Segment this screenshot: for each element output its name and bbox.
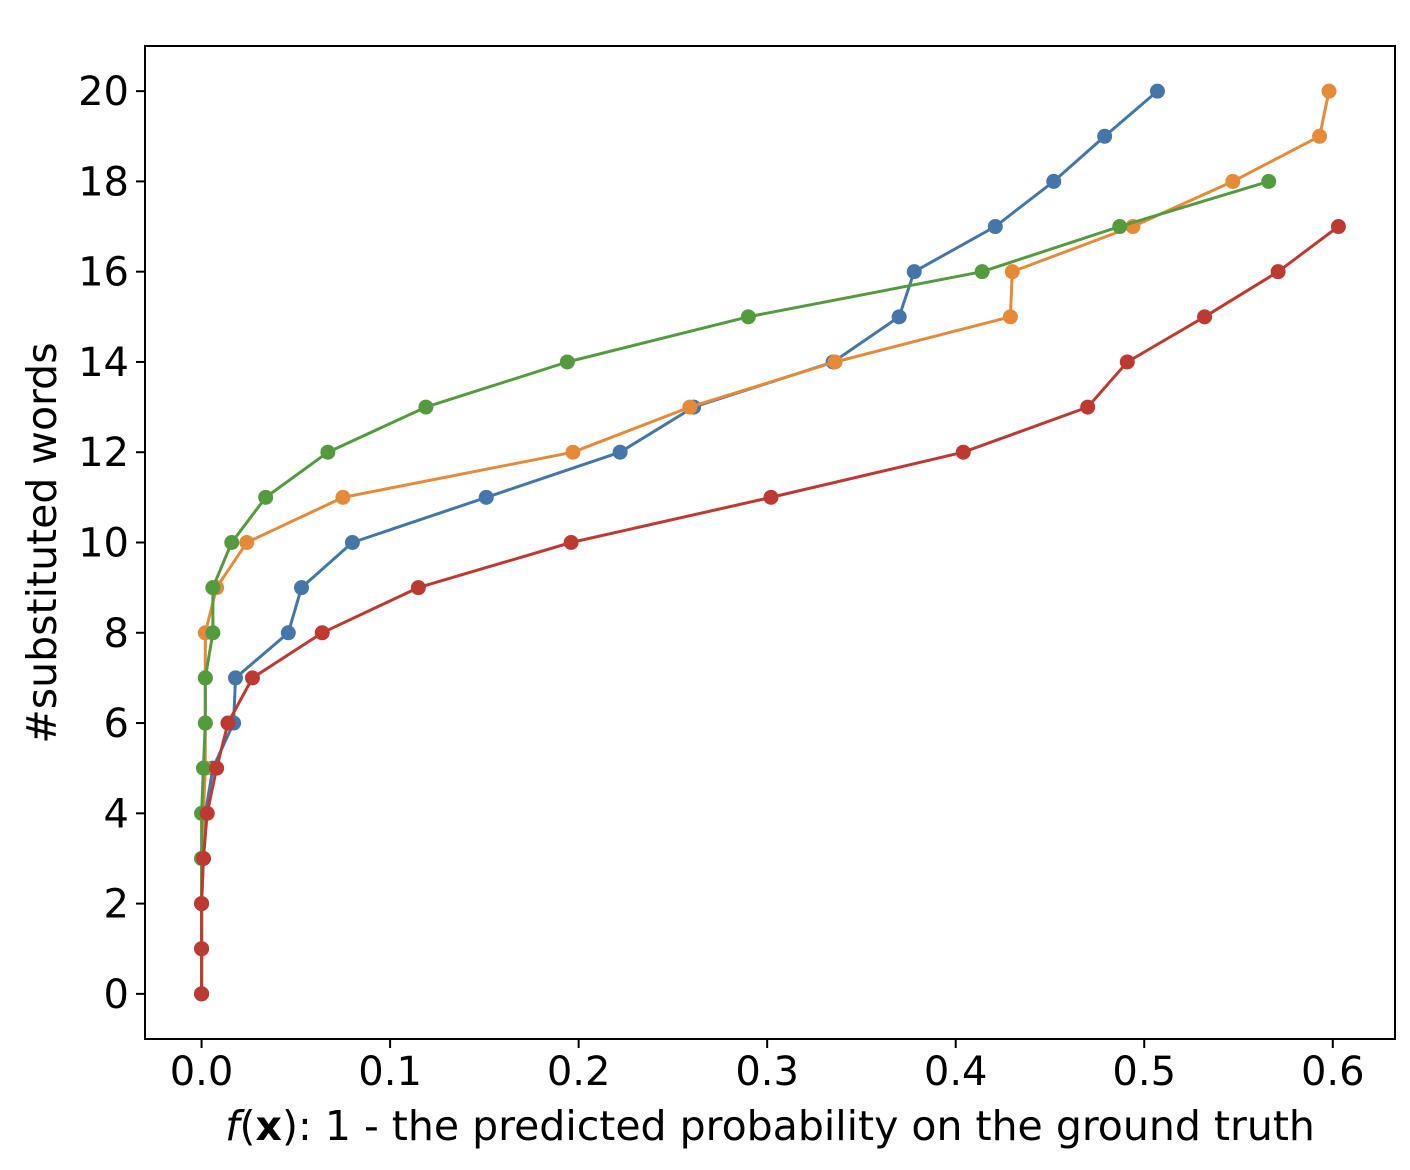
data-point <box>1321 83 1337 99</box>
series-line <box>200 90 1331 994</box>
data-point <box>227 670 243 686</box>
data-point <box>335 489 351 505</box>
y-axis: 0 2 4 6 8 10 12 14 16 18 20 <box>78 69 145 1018</box>
x-tick-label: 0.1 <box>358 1049 422 1095</box>
y-tick-label: 2 <box>104 882 129 928</box>
data-point <box>258 489 274 505</box>
data-point <box>197 715 213 731</box>
y-axis-title: #substituted words <box>18 342 66 743</box>
y-tick-label: 8 <box>104 611 129 657</box>
data-point <box>205 625 221 641</box>
data-point <box>1197 309 1213 325</box>
data-point <box>194 941 210 957</box>
data-point <box>563 535 579 550</box>
data-point <box>293 580 309 596</box>
data-point <box>344 535 360 550</box>
series-1 <box>194 83 1165 1002</box>
x-tick-label: 0.4 <box>924 1049 988 1095</box>
data-point <box>974 264 990 280</box>
y-tick-label: 6 <box>104 701 129 747</box>
data-point <box>565 444 581 460</box>
series-3 <box>194 173 1277 1002</box>
data-point <box>195 850 211 866</box>
data-point <box>194 986 210 1002</box>
data-point <box>891 309 907 325</box>
data-point <box>763 489 779 505</box>
data-point <box>194 896 210 912</box>
data-point <box>1119 354 1135 370</box>
data-point <box>955 444 971 460</box>
data-point <box>1004 264 1020 280</box>
y-tick-label: 0 <box>104 972 129 1018</box>
data-point <box>1149 83 1165 99</box>
y-tick-label: 14 <box>78 340 129 386</box>
data-point <box>559 354 575 370</box>
data-point <box>410 580 426 596</box>
data-point <box>827 354 843 370</box>
data-point <box>1270 264 1286 280</box>
data-point <box>220 715 236 731</box>
data-point <box>987 219 1003 235</box>
data-point <box>320 444 336 460</box>
x-tick-label: 0.5 <box>1112 1049 1176 1095</box>
data-point <box>314 625 330 641</box>
data-point <box>740 309 756 325</box>
data-point <box>682 399 698 415</box>
plot-frame <box>144 45 1396 1040</box>
series-layer <box>194 83 1346 1002</box>
x-axis-title-part: x <box>256 1102 282 1150</box>
y-tick-label: 18 <box>78 159 129 205</box>
series-4 <box>194 219 1346 1002</box>
data-point <box>612 444 628 460</box>
y-tick-label: 4 <box>104 791 129 837</box>
series-line <box>200 225 1340 994</box>
x-tick-label: 0.0 <box>170 1049 234 1095</box>
data-point <box>239 535 255 550</box>
data-point <box>280 625 296 641</box>
data-point <box>209 760 225 776</box>
x-tick-label: 0.3 <box>735 1049 799 1095</box>
data-point <box>197 670 213 686</box>
x-axis-title: f(x): 1 - the predicted probability on t… <box>225 1102 1315 1150</box>
data-point <box>1002 309 1018 325</box>
x-tick-label: 0.6 <box>1301 1049 1365 1095</box>
data-point <box>195 760 211 776</box>
data-point <box>1261 173 1277 189</box>
x-axis-title-part: ( <box>240 1102 256 1150</box>
data-point <box>205 580 221 596</box>
data-point <box>244 670 260 686</box>
series-2 <box>194 83 1337 1002</box>
y-tick-label: 12 <box>78 430 129 476</box>
series-line <box>200 179 1270 994</box>
data-point <box>1312 128 1328 144</box>
data-point <box>199 805 215 821</box>
data-point <box>906 264 922 280</box>
y-tick-label: 10 <box>78 521 129 567</box>
data-point <box>1080 399 1096 415</box>
x-axis: 0.0 0.1 0.2 0.3 0.4 0.5 0.6 <box>170 1039 1365 1095</box>
y-tick-label: 20 <box>78 69 129 115</box>
data-point <box>478 489 494 505</box>
data-point <box>1046 173 1062 189</box>
data-point <box>224 535 240 550</box>
data-point <box>1330 219 1346 235</box>
data-point <box>1097 128 1113 144</box>
data-point <box>418 399 434 415</box>
data-point <box>1225 173 1241 189</box>
y-tick-label: 16 <box>78 250 129 296</box>
data-point <box>1112 219 1128 235</box>
x-axis-title-part: ): 1 - the predicted probability on the … <box>282 1102 1315 1150</box>
x-tick-label: 0.2 <box>547 1049 611 1095</box>
